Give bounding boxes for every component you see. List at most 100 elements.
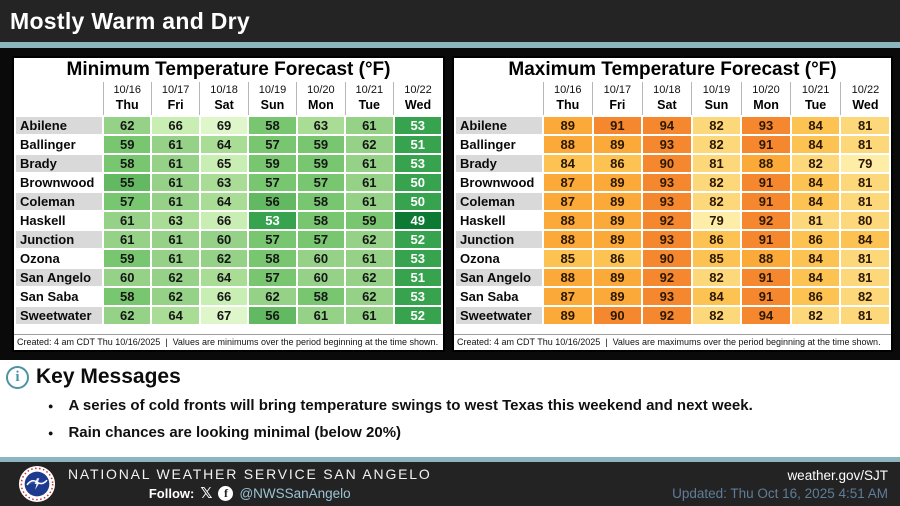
temp-cell: 89 (591, 267, 644, 289)
temp-cell: 60 (198, 229, 250, 251)
accent-divider-top (0, 42, 900, 48)
nws-logo-icon (18, 465, 56, 503)
temp-cell: 91 (591, 115, 644, 137)
temp-cell: 64 (150, 305, 201, 327)
column-header: 10/16 Thu (102, 81, 152, 117)
city-label: Junction (454, 229, 544, 251)
table-row: Haskell 61 63 66 53 58 59 49 (14, 210, 443, 232)
table-row: Haskell 88 89 92 79 92 81 80 (454, 210, 891, 232)
temp-cell: 82 (690, 191, 743, 213)
temp-cell: 85 (542, 248, 594, 270)
temp-cell: 87 (542, 172, 594, 194)
city-label: Coleman (14, 191, 104, 213)
temp-cell: 49 (392, 210, 443, 232)
temp-cell: 60 (101, 267, 153, 289)
temp-cell: 59 (344, 210, 395, 232)
temp-cell: 90 (591, 305, 644, 327)
temp-cell: 81 (839, 172, 891, 194)
temp-cell: 60 (295, 267, 347, 289)
follow-label: Follow: (148, 485, 195, 501)
temp-cell: 59 (295, 134, 347, 156)
column-header: 10/17 Fri (592, 81, 643, 117)
temp-cell: 62 (344, 267, 395, 289)
key-message-text: A series of cold fronts will bring tempe… (68, 397, 753, 414)
temp-cell: 65 (198, 153, 250, 175)
temp-cell: 62 (344, 229, 395, 251)
table-row: Abilene 62 66 69 58 63 61 53 (14, 115, 443, 137)
key-message-item: ● Rain chances are looking minimal (below… (48, 424, 890, 443)
column-header: 10/19 Sun (691, 81, 742, 117)
column-header: 10/18 Sat (199, 81, 249, 117)
temp-cell: 61 (344, 115, 395, 137)
org-name: NATIONAL WEATHER SERVICE SAN ANGELO (68, 466, 432, 482)
key-messages-header: i Key Messages (6, 365, 890, 389)
city-label: Brownwood (14, 172, 104, 194)
temp-cell: 59 (101, 248, 153, 270)
table-row: Sweetwater 62 64 67 56 61 61 52 (14, 305, 443, 327)
temp-cell: 89 (542, 305, 594, 327)
footer-right: weather.gov/SJT Updated: Thu Oct 16, 202… (672, 468, 888, 501)
temp-cell: 52 (392, 229, 443, 251)
temp-cell: 86 (591, 248, 644, 270)
temp-cell: 61 (150, 134, 201, 156)
city-label: San Saba (454, 286, 544, 308)
temp-cell: 58 (247, 115, 298, 137)
table-row: Coleman 57 61 64 56 58 61 50 (14, 191, 443, 213)
temp-cell: 58 (295, 286, 347, 308)
table-row: Ozona 85 86 90 85 88 84 81 (454, 248, 891, 270)
temp-cell: 61 (344, 153, 395, 175)
city-label: San Saba (14, 286, 104, 308)
min-temp-table-panel: Minimum Temperature Forecast (°F) 10/16 Th… (12, 56, 445, 352)
temp-cell: 93 (641, 229, 693, 251)
temp-cell: 88 (542, 267, 594, 289)
table-row: Ballinger 88 89 93 82 91 84 81 (454, 134, 891, 156)
table-row: Brownwood 55 61 63 57 57 61 50 (14, 172, 443, 194)
temp-cell: 82 (789, 305, 842, 327)
corner-cell (455, 81, 543, 117)
temp-cell: 91 (740, 229, 792, 251)
temp-cell: 57 (247, 229, 298, 251)
temp-cell: 90 (641, 153, 693, 175)
table-row: Junction 88 89 93 86 91 86 84 (454, 229, 891, 251)
temp-cell: 81 (839, 115, 891, 137)
temp-cell: 93 (641, 134, 693, 156)
temp-cell: 82 (690, 172, 743, 194)
temp-cell: 61 (344, 172, 395, 194)
updated-timestamp: Updated: Thu Oct 16, 2025 4:51 AM (672, 485, 888, 501)
temp-cell: 91 (740, 134, 792, 156)
temp-cell: 82 (839, 286, 891, 308)
max-temp-table-panel: Maximum Temperature Forecast (°F) 10/16 Th… (452, 56, 893, 352)
temp-cell: 91 (740, 286, 792, 308)
city-label: Brownwood (454, 172, 544, 194)
temp-cell: 81 (839, 305, 891, 327)
bullet-icon: ● (48, 428, 54, 438)
temp-cell: 64 (198, 267, 250, 289)
temp-cell: 85 (690, 248, 743, 270)
temp-cell: 57 (247, 267, 298, 289)
city-label: Sweetwater (454, 305, 544, 327)
temp-cell: 59 (295, 153, 347, 175)
temp-cell: 62 (344, 134, 395, 156)
temp-cell: 62 (344, 286, 395, 308)
city-label: Ballinger (14, 134, 104, 156)
temp-cell: 80 (839, 210, 891, 232)
temp-cell: 88 (740, 153, 792, 175)
temp-cell: 86 (789, 286, 842, 308)
temp-cell: 57 (295, 172, 347, 194)
panel-title: Minimum Temperature Forecast (°F) (66, 59, 391, 80)
column-header: 10/20 Mon (740, 81, 791, 117)
temp-cell: 58 (101, 153, 153, 175)
temp-cell: 62 (198, 248, 250, 270)
corner-cell (15, 81, 103, 117)
temp-cell: 53 (247, 210, 298, 232)
temp-cell: 66 (198, 286, 250, 308)
temp-cell: 62 (150, 286, 201, 308)
temp-cell: 93 (740, 115, 792, 137)
city-label: San Angelo (454, 267, 544, 289)
page-title: Mostly Warm and Dry (10, 7, 251, 34)
temp-cell: 81 (839, 134, 891, 156)
temp-cell: 57 (247, 134, 298, 156)
temp-cell: 84 (789, 267, 842, 289)
key-messages-section: i Key Messages ● A series of cold fronts … (0, 360, 900, 457)
temp-cell: 88 (542, 229, 594, 251)
